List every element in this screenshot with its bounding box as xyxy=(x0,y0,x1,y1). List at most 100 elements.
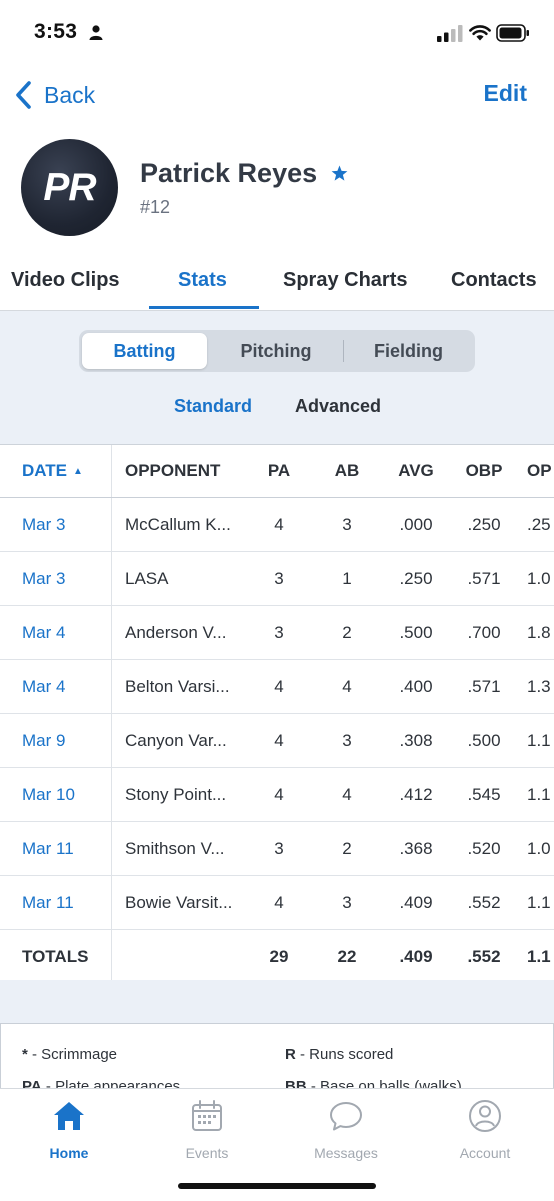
segment-pitching[interactable]: Pitching xyxy=(240,340,312,361)
cell-avg: .000 xyxy=(399,514,433,534)
active-tab-indicator xyxy=(149,306,259,309)
cell-date: Mar 3 xyxy=(22,514,66,534)
edit-button[interactable]: Edit xyxy=(483,80,527,106)
table-row[interactable]: Mar 3 LASA 3 1 .250 .571 1.0 xyxy=(0,552,554,606)
cell-opponent: Anderson V... xyxy=(125,622,227,642)
totals-avg: .409 xyxy=(399,946,433,966)
cell-obp: .545 xyxy=(467,784,501,804)
totals-ab: 22 xyxy=(337,946,357,966)
account-icon xyxy=(469,1100,501,1132)
cell-avg: .368 xyxy=(399,838,433,858)
cell-ops: 1.1 xyxy=(527,784,551,804)
table-row[interactable]: Mar 3 McCallum K... 4 3 .000 .250 .25 xyxy=(0,498,554,552)
cell-ab: 4 xyxy=(342,676,352,696)
column-header-ab[interactable]: AB xyxy=(334,461,360,480)
cell-date: Mar 4 xyxy=(22,676,66,696)
view-standard[interactable]: Standard xyxy=(174,396,253,416)
cell-obp: .571 xyxy=(467,676,501,696)
table-row[interactable]: Mar 10 Stony Point... 4 4 .412 .545 1.1 xyxy=(0,768,554,822)
cell-opponent: Belton Varsi... xyxy=(125,676,230,696)
column-header-pa[interactable]: PA xyxy=(267,461,291,480)
cell-avg: .250 xyxy=(399,568,433,588)
tabbar-messages-label: Messages xyxy=(314,1145,378,1161)
cell-ab: 3 xyxy=(342,730,352,750)
table-row[interactable]: Mar 11 Smithson V... 3 2 .368 .520 1.0 xyxy=(0,822,554,876)
tab-stats[interactable]: Stats xyxy=(178,269,227,291)
cellular-signal-icon xyxy=(437,25,463,42)
cell-ab: 2 xyxy=(342,622,352,642)
column-header-date[interactable]: DATE ▲ xyxy=(22,445,83,497)
table-row[interactable]: Mar 11 Bowie Varsit... 4 3 .409 .552 1.1 xyxy=(0,876,554,930)
avatar-initials: PR xyxy=(43,165,96,209)
cell-ab: 2 xyxy=(342,838,352,858)
back-button[interactable]: Back xyxy=(14,78,95,112)
segment-fielding[interactable]: Fielding xyxy=(374,340,443,361)
column-divider xyxy=(111,445,112,497)
segment-divider xyxy=(343,340,344,362)
cell-date: Mar 11 xyxy=(22,892,74,912)
tabbar-home[interactable]: Home xyxy=(14,1097,124,1161)
status-time: 3:53 xyxy=(34,20,78,43)
cell-obp: .250 xyxy=(467,514,501,534)
avatar: PR xyxy=(21,139,118,236)
legend-key: * xyxy=(22,1046,28,1063)
cell-ops: 1.0 xyxy=(527,568,551,588)
tabbar-messages[interactable]: Messages xyxy=(291,1097,401,1161)
column-header-ops[interactable]: OP xyxy=(527,461,552,480)
battery-icon xyxy=(496,24,529,42)
cell-date: Mar 11 xyxy=(22,838,74,858)
stats-selector-panel: Batting Pitching Fielding Standard Advan… xyxy=(0,311,554,444)
person-icon xyxy=(89,25,103,40)
table-row[interactable]: Mar 4 Anderson V... 3 2 .500 .700 1.8 xyxy=(0,606,554,660)
column-divider xyxy=(111,552,112,605)
stat-category-segmented-control: Batting Pitching Fielding xyxy=(79,330,475,372)
cell-avg: .412 xyxy=(399,784,433,804)
tab-contacts[interactable]: Contacts xyxy=(451,269,537,291)
cell-ab: 1 xyxy=(342,568,352,588)
cell-pa: 3 xyxy=(274,838,284,858)
cell-avg: .400 xyxy=(399,676,433,696)
column-header-opponent[interactable]: OPPONENT xyxy=(125,461,221,480)
totals-pa: 29 xyxy=(269,946,289,966)
cell-ops: 1.0 xyxy=(527,838,551,858)
column-divider xyxy=(111,822,112,875)
cell-ab: 4 xyxy=(342,784,352,804)
cell-date: Mar 10 xyxy=(22,784,75,804)
cell-ops: .25 xyxy=(527,514,551,534)
column-divider xyxy=(111,930,112,983)
column-header-obp[interactable]: OBP xyxy=(465,461,503,480)
tabbar-events[interactable]: Events xyxy=(152,1097,262,1161)
cell-avg: .308 xyxy=(399,730,433,750)
table-row[interactable]: Mar 4 Belton Varsi... 4 4 .400 .571 1.3 xyxy=(0,660,554,714)
cell-ops: 1.3 xyxy=(527,676,551,696)
segment-batting[interactable]: Batting xyxy=(82,333,207,369)
column-divider xyxy=(111,768,112,821)
chat-bubble-icon xyxy=(330,1102,362,1131)
column-header-avg[interactable]: AVG xyxy=(398,461,434,480)
calendar-icon xyxy=(192,1100,222,1131)
cell-pa: 4 xyxy=(274,892,284,912)
cell-opponent: McCallum K... xyxy=(125,514,231,534)
table-row[interactable]: Mar 9 Canyon Var... 4 3 .308 .500 1.1 xyxy=(0,714,554,768)
player-name: Patrick Reyes xyxy=(140,158,318,188)
legend-key: R xyxy=(285,1046,296,1063)
tabbar-events-label: Events xyxy=(185,1145,229,1161)
cell-ab: 3 xyxy=(342,892,352,912)
cell-ab: 3 xyxy=(342,514,352,534)
totals-row: TOTALS 29 22 .409 .552 1.1 xyxy=(0,930,554,984)
view-advanced[interactable]: Advanced xyxy=(295,396,382,416)
table-body: Mar 3 McCallum K... 4 3 .000 .250 .25 Mar 3 LASA… xyxy=(0,498,554,930)
legend-item: R - Runs scored xyxy=(285,1046,393,1063)
cell-ops: 1.1 xyxy=(527,892,551,912)
table-header-row: DATE ▲ OPPONENT PA AB AVG OBP OP xyxy=(0,445,554,498)
tab-spray-charts[interactable]: Spray Charts xyxy=(283,269,408,291)
tab-video-clips[interactable]: Video Clips xyxy=(11,269,120,291)
legend-text: - Scrimmage xyxy=(27,1046,118,1063)
cell-opponent: Stony Point... xyxy=(125,784,227,804)
home-indicator xyxy=(178,1183,376,1189)
player-number: #12 xyxy=(140,197,171,217)
home-icon xyxy=(54,1102,84,1130)
tabbar-account[interactable]: Account xyxy=(430,1097,540,1161)
legend-text: - Runs scored xyxy=(295,1046,394,1063)
cell-pa: 4 xyxy=(274,514,284,534)
